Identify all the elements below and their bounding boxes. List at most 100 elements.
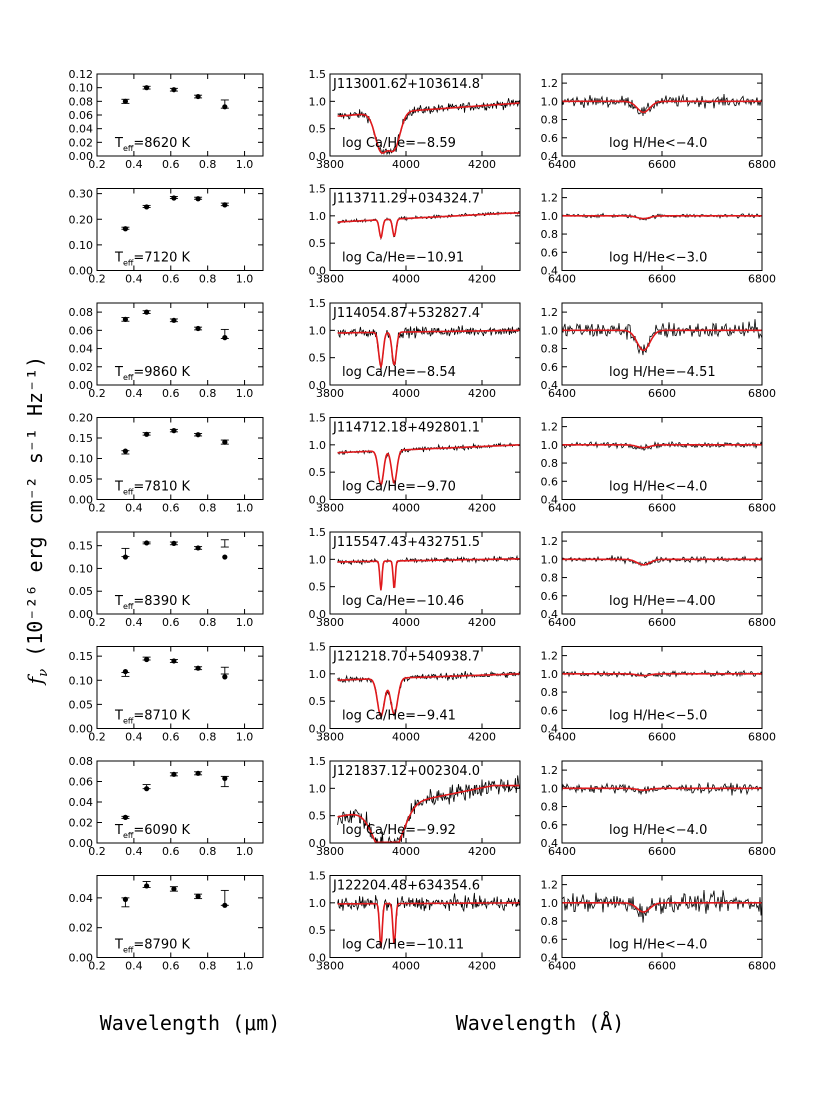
x-tick-label: 6400 (548, 960, 576, 973)
abundance-label: log H/He<−3.0 (609, 251, 707, 266)
y-tick-label: 0.12 (69, 68, 94, 81)
x-tick-label: 0.4 (125, 845, 143, 858)
abundance-label: log Ca/He=−10.11 (342, 938, 464, 953)
model-spectrum (337, 558, 520, 591)
panel-h-alpha-3: 6400 6600 6800 0.4 0.6 0.8 1.0 1.2 log H/He=−4.5… (541, 302, 776, 400)
y-tick-label: 1.5 (309, 870, 327, 883)
data-point (171, 771, 177, 777)
x-tick-label: 3800 (316, 845, 344, 858)
x-tick-label: 6400 (548, 273, 576, 286)
x-tick-label: 0.6 (162, 845, 180, 858)
teff-label-sub: eff (123, 946, 134, 955)
y-tick-label: 1.0 (541, 668, 559, 681)
teff-label-T: T (114, 594, 123, 609)
model-spectrum (562, 444, 762, 449)
x-tick-label: 3800 (316, 387, 344, 400)
data-point (122, 554, 129, 560)
abundance-label: log Ca/He=−9.92 (342, 823, 456, 838)
plot-frame (561, 646, 763, 729)
panel-h-alpha-8: 6400 6600 6800 0.4 0.6 0.8 1.0 1.2 log H/He<−4.0 (541, 875, 776, 973)
data-point (122, 814, 129, 820)
x-tick-label: 6800 (748, 387, 776, 400)
y-tick-label: 0.5 (309, 924, 327, 937)
model-spectrum (337, 212, 520, 240)
y-tick-label: 0.5 (309, 695, 327, 708)
y-tick-label: 0.4 (541, 150, 559, 163)
abundance-label: log H/He=−4.00 (609, 594, 716, 609)
plot-area (562, 782, 762, 796)
panel-h-alpha-4: 6400 6600 6800 0.4 0.6 0.8 1.0 1.2 log H/He<−4.0 (541, 417, 776, 515)
data-point (122, 448, 129, 454)
x-tick-label: 0.4 (125, 273, 143, 286)
teff-label: Teff=9860 K (114, 365, 190, 382)
y-tick-label: 0.6 (541, 819, 559, 832)
panel-ca-region-1: 3800 4000 4200 0.0 0.5 1.0 1.5 J113001.62+10361… (309, 68, 521, 171)
x-tick-label: 4200 (468, 273, 496, 286)
panel-grid: 0.2 0.4 0.6 0.8 1.00.000.020.040.060.080.100… (69, 68, 777, 973)
plot-area (121, 309, 229, 341)
teff-label: Teff=8620 K (114, 136, 190, 153)
y-tick-label: 1.0 (309, 324, 327, 337)
y-tick-label: 1.2 (541, 192, 559, 205)
teff-label-value: =8790 K (133, 938, 190, 953)
x-tick-label: 0.2 (88, 960, 106, 973)
plot-frame (561, 73, 763, 157)
y-tick-label: 1.0 (541, 324, 559, 337)
abundance-label: log Ca/He=−9.70 (342, 480, 456, 495)
x-tick-label: 1.0 (236, 273, 254, 286)
plot-area (121, 85, 229, 110)
y-tick-label: 1.0 (541, 95, 559, 108)
x-tick-label: 3800 (316, 273, 344, 286)
y-tick-label: 0.4 (541, 952, 559, 965)
panel-photometry-8: 0.2 0.4 0.6 0.8 1.0 0.00 0.02 0.04 Teff=8790 K (69, 875, 264, 973)
model-spectrum (337, 902, 520, 947)
x-tick-label: 0.8 (199, 273, 217, 286)
plot-frame (96, 73, 264, 157)
panel-photometry-7: 0.2 0.4 0.6 0.8 1.0 0.00 0.02 0.04 0.06 0.08 Teff=… (69, 755, 264, 858)
y-tick-label: 1.5 (309, 526, 327, 539)
x-tick-label: 1.0 (236, 731, 254, 744)
x-tick-label: 0.4 (125, 960, 143, 973)
x-tick-label: 4000 (392, 502, 420, 515)
teff-label: Teff=7810 K (114, 480, 190, 497)
data-point (195, 325, 201, 332)
y-tick-label: 1.0 (309, 210, 327, 223)
x-tick-label: 6400 (548, 158, 576, 171)
x-tick-label: 3800 (316, 502, 344, 515)
panel-ca-region-5: 3800 4000 4200 0.0 0.5 1.0 1.5 J115547.43+43275… (309, 526, 521, 629)
teff-label: Teff=6090 K (114, 823, 190, 840)
x-tick-label: 4200 (468, 960, 496, 973)
observed-spectrum (562, 212, 762, 221)
y-tick-label: 0.20 (69, 412, 94, 425)
panel-photometry-3: 0.2 0.4 0.6 0.8 1.0 0.00 0.02 0.04 0.06 0.08 Teff=… (69, 302, 264, 400)
abundance-label: log Ca/He=−9.41 (342, 709, 456, 724)
panel-photometry-5: 0.2 0.4 0.6 0.8 1.0 0.00 0.05 0.10 0.15 Teff=8390… (69, 531, 264, 629)
model-spectrum (562, 558, 762, 566)
y-tick-label: 0.00 (69, 723, 94, 736)
panel-h-alpha-5: 6400 6600 6800 0.4 0.6 0.8 1.0 1.2 log H/He=−4.0… (541, 531, 776, 629)
plot-frame (96, 302, 264, 386)
y-tick-label: 0.0 (309, 494, 327, 507)
x-tick-label: 0.8 (199, 387, 217, 400)
y-tick-label: 0.6 (541, 475, 559, 488)
x-tick-label: 0.4 (125, 387, 143, 400)
data-point (144, 85, 150, 91)
x-tick-label: 0.6 (162, 387, 180, 400)
y-tick-label: 0.05 (69, 473, 94, 486)
y-tick-label: 1.0 (309, 553, 327, 566)
y-tick-label: 1.5 (309, 68, 327, 81)
object-name: J121837.12+002304.0 (332, 764, 480, 779)
x-tick-label: 0.8 (199, 731, 217, 744)
plot-frame (561, 531, 763, 615)
data-point (171, 886, 177, 892)
teff-label-sub: eff (123, 373, 134, 382)
data-point (122, 226, 129, 232)
y-tick-label: 0.10 (69, 674, 94, 687)
y-tick-label: 0.02 (69, 922, 94, 935)
x-tick-label: 6800 (748, 158, 776, 171)
teff-label-T: T (114, 480, 123, 495)
x-tick-label: 6600 (648, 273, 676, 286)
x-tick-label: 6800 (748, 273, 776, 286)
teff-label-value: =7810 K (133, 480, 190, 495)
